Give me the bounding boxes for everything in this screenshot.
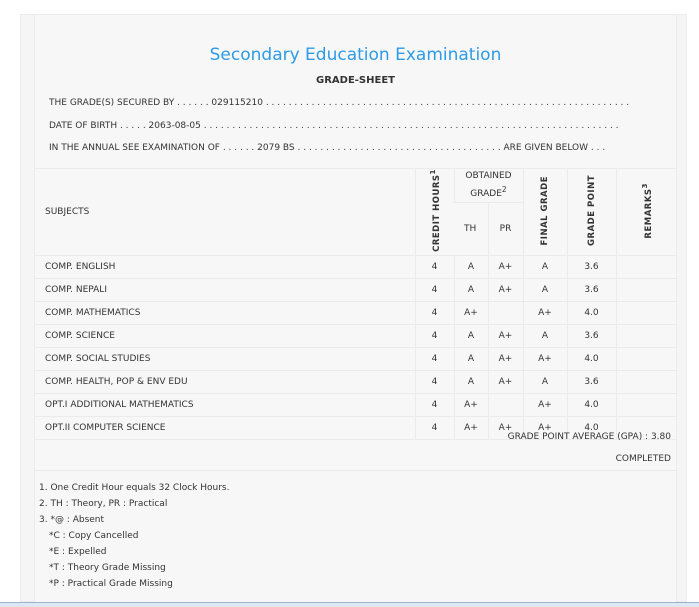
cell-final: A: [522, 255, 567, 279]
cell-th: A+: [453, 416, 488, 440]
secured-by-line: THE GRADE(S) SECURED BY . . . . . . 0291…: [49, 98, 630, 108]
cell-subject: OPT.I ADDITIONAL MATHEMATICS: [35, 393, 415, 417]
cell-subject: COMP. SCIENCE: [35, 324, 415, 348]
cell-remarks: [615, 416, 678, 440]
cell-subject: COMP. SOCIAL STUDIES: [35, 347, 415, 371]
cell-gp: 4.0: [566, 347, 616, 371]
cell-th: A+: [453, 393, 488, 417]
header-subjects: SUBJECTS: [35, 168, 415, 256]
cell-pr: A+: [487, 278, 523, 302]
cell-gp: 3.6: [566, 370, 616, 394]
cell-th: A: [453, 347, 488, 371]
cell-gp: 3.6: [566, 255, 616, 279]
grades-table: SUBJECTS CREDIT HOURS1 OBTAINED GRADE2 F…: [35, 168, 678, 440]
footnote: *E : Expelled: [49, 547, 107, 557]
cell-credit: 4: [414, 278, 454, 302]
exam-line: IN THE ANNUAL SEE EXAMINATION OF . . . .…: [49, 143, 606, 153]
result-status: COMPLETED: [615, 454, 671, 464]
cell-th: A: [453, 370, 488, 394]
cell-pr: [487, 301, 523, 325]
cell-final: A+: [522, 301, 567, 325]
cell-remarks: [615, 347, 678, 371]
cell-final: A: [522, 324, 567, 348]
table-row: OPT.I ADDITIONAL MATHEMATICS 4 A+ A+ 4.0: [35, 393, 678, 417]
header-credit: CREDIT HOURS1: [414, 168, 454, 256]
header-remarks: REMARKS3: [615, 168, 678, 256]
header-gp: GRADE POINT: [566, 168, 616, 256]
cell-credit: 4: [414, 416, 454, 440]
cell-th: A+: [453, 301, 488, 325]
cell-th: A: [453, 278, 488, 302]
grade-sheet: Secondary Education Examination GRADE-SH…: [34, 15, 678, 603]
cell-subject: COMP. ENGLISH: [35, 255, 415, 279]
cell-credit: 4: [414, 301, 454, 325]
cell-gp: 3.6: [566, 324, 616, 348]
cell-remarks: [615, 255, 678, 279]
cell-remarks: [615, 301, 678, 325]
cell-final: A: [522, 370, 567, 394]
footnote: 3. *@ : Absent: [39, 515, 105, 525]
grade-sheet-card: Secondary Education Examination GRADE-SH…: [20, 14, 687, 603]
footnote: *P : Practical Grade Missing: [49, 579, 173, 589]
table-row: COMP. SCIENCE 4 A A+ A 3.6: [35, 324, 678, 348]
cell-pr: [487, 393, 523, 417]
subtitle: GRADE-SHEET: [316, 75, 395, 86]
footnote: 2. TH : Theory, PR : Practical: [39, 499, 168, 509]
cell-subject: OPT.II COMPUTER SCIENCE: [35, 416, 415, 440]
header-pr: PR: [487, 202, 523, 256]
footnote: *C : Copy Cancelled: [49, 531, 139, 541]
cell-gp: 4.0: [566, 301, 616, 325]
footnotes: 1. One Credit Hour equals 32 Clock Hours…: [39, 480, 229, 592]
cell-pr: A+: [487, 347, 523, 371]
cell-gp: 4.0: [566, 416, 616, 440]
cell-th: A: [453, 255, 488, 279]
cell-credit: 4: [414, 347, 454, 371]
cell-subject: COMP. NEPALI: [35, 278, 415, 302]
page-title: Secondary Education Examination: [209, 45, 502, 65]
cell-pr: A+: [487, 370, 523, 394]
cell-pr: A+: [487, 324, 523, 348]
cell-gp: 3.6: [566, 278, 616, 302]
cell-pr: A+: [487, 416, 523, 440]
cell-final: A: [522, 278, 567, 302]
table-row: COMP. ENGLISH 4 A A+ A 3.6: [35, 255, 678, 279]
header-obtained: OBTAINED GRADE2: [453, 168, 523, 203]
cell-credit: 4: [414, 393, 454, 417]
cell-subject: COMP. HEALTH, POP & ENV EDU: [35, 370, 415, 394]
cell-credit: 4: [414, 255, 454, 279]
cell-credit: 4: [414, 370, 454, 394]
cell-remarks: [615, 324, 678, 348]
footnote: *T : Theory Grade Missing: [49, 563, 166, 573]
cell-remarks: [615, 370, 678, 394]
cell-credit: 4: [414, 324, 454, 348]
cell-final: A+: [522, 416, 567, 440]
cell-subject: COMP. MATHEMATICS: [35, 301, 415, 325]
table-row: COMP. HEALTH, POP & ENV EDU 4 A A+ A 3.6: [35, 370, 678, 394]
cell-pr: A+: [487, 255, 523, 279]
dob-line: DATE OF BIRTH . . . . . 2063-08-05 . . .…: [49, 121, 619, 131]
footnote: 1. One Credit Hour equals 32 Clock Hours…: [39, 483, 230, 493]
header-final: FINAL GRADE: [522, 168, 567, 256]
header-th: TH: [454, 202, 488, 256]
cell-gp: 4.0: [566, 393, 616, 417]
table-row: COMP. MATHEMATICS 4 A+ A+ 4.0: [35, 301, 678, 325]
cell-remarks: [615, 393, 678, 417]
table-row: OPT.II COMPUTER SCIENCE 4 A+ A+ A+ 4.0: [35, 416, 678, 440]
cell-remarks: [615, 278, 678, 302]
cell-final: A+: [522, 347, 567, 371]
bottom-bar: [0, 602, 699, 607]
table-row: COMP. SOCIAL STUDIES 4 A A+ A+ 4.0: [35, 347, 678, 371]
cell-final: A+: [522, 393, 567, 417]
table-row: COMP. NEPALI 4 A A+ A 3.6: [35, 278, 678, 302]
cell-th: A: [453, 324, 488, 348]
gpa: GRADE POINT AVERAGE (GPA) : 3.80: [507, 432, 671, 442]
